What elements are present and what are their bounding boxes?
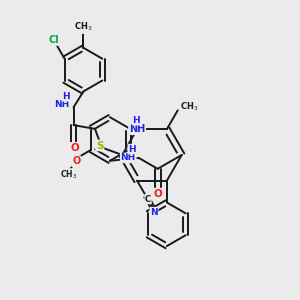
Text: N: N xyxy=(150,208,158,217)
Text: Cl: Cl xyxy=(48,35,59,45)
Text: CH$_3$: CH$_3$ xyxy=(60,169,77,182)
Text: O: O xyxy=(70,143,79,153)
Text: C: C xyxy=(145,195,151,204)
Text: H: H xyxy=(62,92,70,101)
Text: CH$_3$: CH$_3$ xyxy=(180,100,198,112)
Text: H: H xyxy=(128,145,136,154)
Text: O: O xyxy=(153,189,162,199)
Text: H: H xyxy=(132,116,140,125)
Text: NH: NH xyxy=(121,153,136,162)
Text: O: O xyxy=(72,156,80,166)
Text: S: S xyxy=(96,140,103,151)
Text: CH$_3$: CH$_3$ xyxy=(74,21,93,33)
Text: NH: NH xyxy=(54,100,70,109)
Text: NH: NH xyxy=(129,124,145,134)
